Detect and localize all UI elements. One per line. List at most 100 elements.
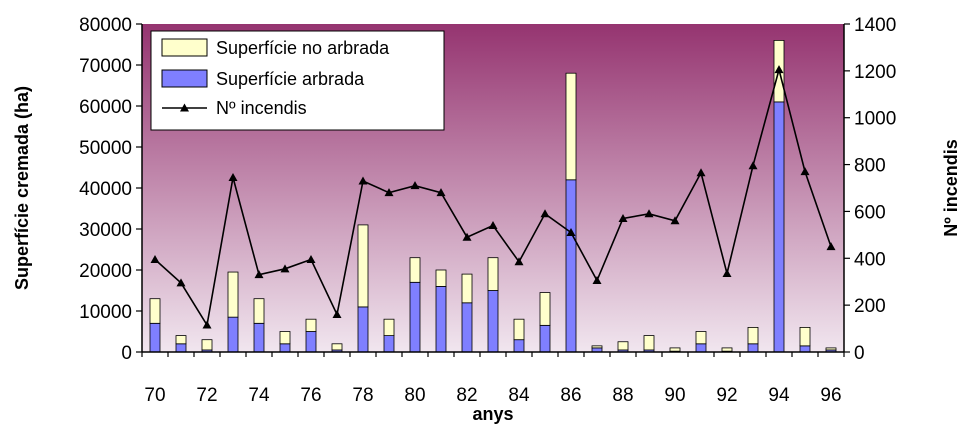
bar-no-arbrada-96	[825, 347, 837, 351]
legend: Superfície no arbrada Superfície arbrada…	[150, 30, 445, 131]
bar-no-arbrada-91	[695, 331, 707, 345]
bar-arbrada-84	[513, 339, 525, 353]
bar-no-arbrada-88	[617, 341, 629, 351]
bar-no-arbrada-84	[513, 318, 525, 341]
left-axis-ticks: 0 10000 20000 30000 40000 50000 60000 70000 8000…	[79, 15, 142, 364]
point-incendis-94	[774, 65, 784, 74]
bar-no-arbrada-78	[357, 224, 369, 308]
bar-no-arbrada-92	[721, 347, 733, 352]
left-axis-title: Superfície cremada (ha)	[12, 86, 32, 290]
bar-arbrada-73	[227, 316, 239, 353]
point-incendis-89	[644, 209, 654, 218]
point-incendis-70	[150, 254, 160, 263]
point-incendis-77	[332, 310, 342, 319]
x-tick-label: 76	[300, 385, 321, 406]
bar-arbrada-85	[539, 324, 551, 353]
left-tick-label: 60000	[79, 97, 132, 118]
bar-no-arbrada-89	[643, 335, 655, 351]
legend-label-no-arbrada: Superfície no arbrada	[216, 38, 390, 58]
x-tick-label: 78	[352, 385, 373, 406]
point-incendis-92	[722, 269, 732, 278]
bar-arbrada-95	[799, 345, 811, 353]
bar-no-arbrada-73	[227, 271, 239, 318]
right-tick-label: 600	[854, 202, 886, 223]
bar-arbrada-74	[253, 322, 265, 353]
point-incendis-83	[488, 220, 498, 229]
x-tick-label: 72	[196, 385, 217, 406]
bar-no-arbrada-90	[669, 347, 681, 352]
bar-arbrada-81	[435, 285, 447, 353]
point-incendis-95	[800, 167, 810, 176]
bar-arbrada-93	[747, 343, 759, 353]
bar-no-arbrada-95	[799, 326, 811, 347]
left-tick-label: 80000	[79, 15, 132, 36]
point-incendis-74	[254, 270, 264, 279]
legend-label-incendis: Nº incendis	[216, 98, 307, 118]
right-tick-label: 0	[854, 343, 865, 364]
point-incendis-72	[202, 320, 212, 329]
point-incendis-78	[358, 176, 368, 185]
bar-no-arbrada-80	[409, 257, 421, 283]
legend-swatch-no-arbrada	[161, 38, 208, 57]
bar-no-arbrada-77	[331, 343, 343, 351]
right-tick-label: 1200	[854, 62, 896, 83]
x-tick-label: 84	[508, 385, 530, 406]
point-incendis-91	[696, 168, 706, 177]
point-incendis-81	[436, 188, 446, 197]
bar-no-arbrada-87	[591, 345, 603, 349]
legend-swatch-arbrada	[161, 69, 208, 88]
point-incendis-90	[670, 216, 680, 225]
bar-no-arbrada-76	[305, 318, 317, 332]
bar-no-arbrada-83	[487, 257, 499, 291]
left-tick-label: 20000	[79, 261, 132, 282]
bar-no-arbrada-81	[435, 269, 447, 287]
x-tick-label: 90	[664, 385, 685, 406]
legend-marker-incendis	[180, 103, 189, 112]
point-incendis-87	[592, 276, 602, 285]
bar-arbrada-82	[461, 302, 473, 353]
bar-arbrada-83	[487, 290, 499, 353]
right-tick-label: 1000	[854, 109, 896, 130]
bar-arbrada-80	[409, 281, 421, 353]
bar-no-arbrada-93	[747, 326, 759, 345]
bar-arbrada-75	[279, 343, 291, 353]
left-tick-label: 0	[121, 343, 132, 364]
point-incendis-93	[748, 161, 758, 170]
bar-no-arbrada-74	[253, 298, 265, 324]
x-tick-label: 70	[144, 385, 165, 406]
bars-layer	[149, 40, 837, 353]
point-incendis-86	[566, 228, 576, 237]
x-tick-label: 92	[716, 385, 737, 406]
x-tick-label: 80	[404, 385, 425, 406]
bar-no-arbrada-75	[279, 331, 291, 345]
left-tick-label: 40000	[79, 179, 132, 200]
right-tick-label: 800	[854, 156, 886, 177]
x-axis-ticks: 70 72 74 76 78 80 82 84 86 88 90 92 94 96	[141, 352, 845, 406]
x-tick-label: 88	[612, 385, 633, 406]
bar-arbrada-86	[565, 179, 577, 353]
point-incendis-71	[176, 278, 186, 287]
point-incendis-88	[618, 213, 628, 222]
bar-arbrada-79	[383, 335, 395, 353]
x-tick-label: 86	[560, 385, 581, 406]
line-layer	[150, 65, 836, 329]
right-tick-label: 400	[854, 249, 886, 270]
left-tick-label: 10000	[79, 302, 132, 323]
bar-no-arbrada-72	[201, 339, 213, 351]
point-incendis-85	[540, 209, 550, 218]
bar-arbrada-78	[357, 306, 369, 353]
bar-no-arbrada-79	[383, 318, 395, 337]
point-incendis-73	[228, 172, 238, 181]
bar-arbrada-91	[695, 343, 707, 353]
point-incendis-84	[514, 257, 524, 266]
bar-no-arbrada-70	[149, 298, 161, 324]
legend-label-arbrada: Superfície arbrada	[216, 69, 365, 89]
bar-arbrada-76	[305, 331, 317, 353]
bar-arbrada-71	[175, 343, 187, 353]
right-axis-title: Nº incendis	[941, 139, 961, 237]
x-axis-title: anys	[472, 404, 513, 424]
right-tick-label: 1400	[854, 15, 896, 36]
x-tick-label: 74	[248, 385, 270, 406]
point-incendis-76	[306, 254, 316, 263]
